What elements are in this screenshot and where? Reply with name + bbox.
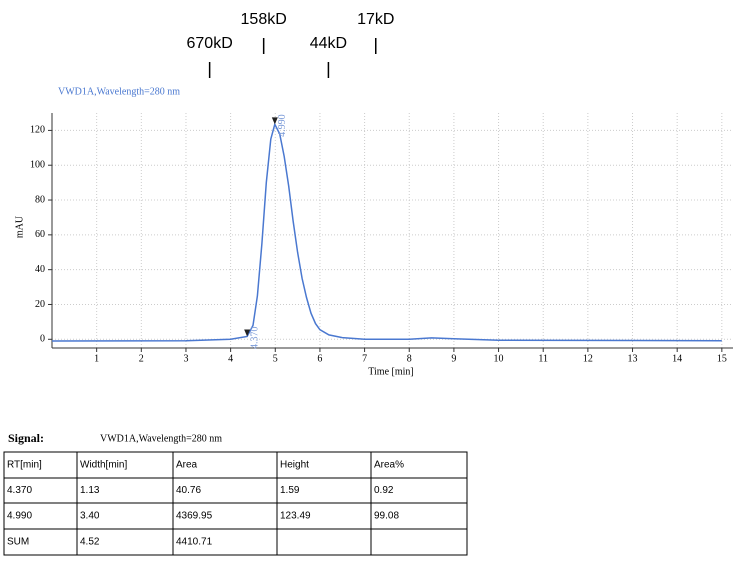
- y-tick-label: 60: [35, 229, 45, 240]
- x-axis-label: Time [min]: [368, 366, 413, 377]
- marker-label: 670kD: [187, 35, 233, 52]
- x-tick-label: 8: [407, 353, 412, 364]
- table-cell: [276, 528, 372, 556]
- x-tick-label: 10: [494, 353, 504, 364]
- table-cell: [370, 528, 468, 556]
- x-tick-label: 2: [139, 353, 144, 364]
- table-value: 4.990: [7, 511, 32, 522]
- marker-label: 158kD: [241, 11, 287, 28]
- table-value: 0.92: [374, 485, 394, 496]
- table-value: 4369.95: [176, 511, 213, 522]
- table-value: 40.76: [176, 485, 201, 496]
- table-value: 4410.71: [176, 537, 213, 548]
- peak-marker: [271, 117, 278, 125]
- table-value: 4.370: [7, 485, 32, 496]
- peak-marker: [244, 329, 251, 337]
- x-tick-label: 13: [628, 353, 638, 364]
- x-tick-label: 15: [717, 353, 727, 364]
- table-header: Width[min]: [80, 460, 127, 471]
- table-value: 123.49: [280, 511, 311, 522]
- signal-name: VWD1A,Wavelength=280 nm: [100, 433, 222, 444]
- y-tick-label: 40: [35, 264, 45, 275]
- table-header: Area%: [374, 460, 404, 471]
- y-tick-label: 80: [35, 194, 45, 205]
- signal-label: Signal:: [8, 431, 44, 445]
- table-value: SUM: [7, 537, 29, 548]
- x-tick-label: 6: [317, 353, 322, 364]
- x-tick-label: 5: [273, 353, 278, 364]
- peak-label: 4.370: [249, 327, 260, 350]
- x-tick-label: 11: [538, 353, 548, 364]
- table-header: RT[min]: [7, 460, 42, 471]
- y-axis-label: mAU: [14, 215, 25, 238]
- annotation: VWD1A,Wavelength=280 nm: [58, 86, 180, 97]
- x-tick-label: 3: [183, 353, 188, 364]
- y-tick-label: 100: [30, 160, 45, 171]
- x-tick-label: 1: [94, 353, 99, 364]
- x-tick-label: 9: [451, 353, 456, 364]
- table-value: 99.08: [374, 511, 399, 522]
- y-tick-label: 20: [35, 299, 45, 310]
- x-tick-label: 4: [228, 353, 233, 364]
- x-tick-label: 12: [583, 353, 593, 364]
- x-tick-label: 7: [362, 353, 367, 364]
- marker-label: 17kD: [357, 11, 394, 28]
- table-value: 3.40: [80, 511, 100, 522]
- line: [51, 122, 722, 342]
- y-tick-label: 120: [30, 125, 45, 136]
- marker-label: 44kD: [310, 35, 347, 52]
- x-tick-label: 14: [672, 353, 682, 364]
- table-value: 1.13: [80, 485, 100, 496]
- table-header: Height: [280, 460, 309, 471]
- table-header: Area: [176, 460, 198, 471]
- table-value: 1.59: [280, 485, 300, 496]
- peak-label: 4.990: [277, 114, 288, 136]
- y-tick-label: 0: [40, 334, 45, 345]
- table-value: 4.52: [80, 537, 100, 548]
